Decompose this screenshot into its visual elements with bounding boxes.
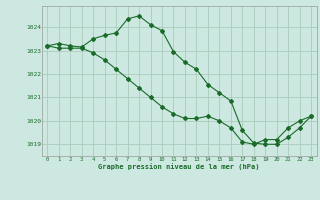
X-axis label: Graphe pression niveau de la mer (hPa): Graphe pression niveau de la mer (hPa) bbox=[99, 163, 260, 170]
